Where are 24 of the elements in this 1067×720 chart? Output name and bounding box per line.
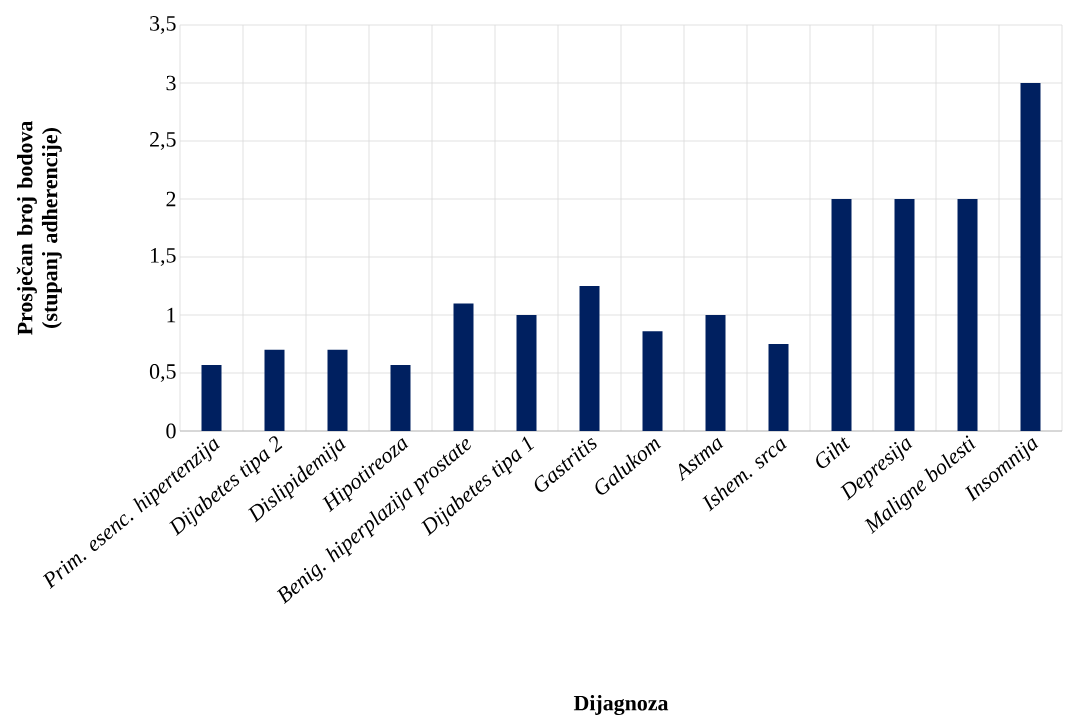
bar (327, 349, 348, 431)
y-tick-label: 3,5 (150, 16, 176, 34)
bar (642, 331, 663, 431)
bar (516, 315, 537, 431)
y-tick-label: 2,5 (150, 132, 176, 150)
bar (201, 364, 222, 431)
x-axis-title: Dijagnoza (573, 695, 669, 716)
bar (768, 344, 789, 431)
bar (264, 349, 285, 431)
y-axis-title: Prosječan broj bodova (stupanj adherencije) (16, 120, 62, 335)
bar (957, 199, 978, 431)
y-tick-label: 2 (166, 191, 176, 207)
y-tick-label: 0,5 (149, 364, 176, 382)
bar (831, 199, 852, 431)
y-tick-label: 1 (167, 307, 176, 323)
y-tick-label: 3 (166, 75, 176, 91)
y-tick-label: 0 (166, 423, 176, 439)
bar (579, 286, 600, 431)
bar (1020, 83, 1041, 431)
bar (894, 199, 915, 431)
bar (705, 315, 726, 431)
y-tick-label: 1,5 (151, 248, 176, 266)
bar (390, 364, 411, 431)
bar (453, 303, 474, 431)
